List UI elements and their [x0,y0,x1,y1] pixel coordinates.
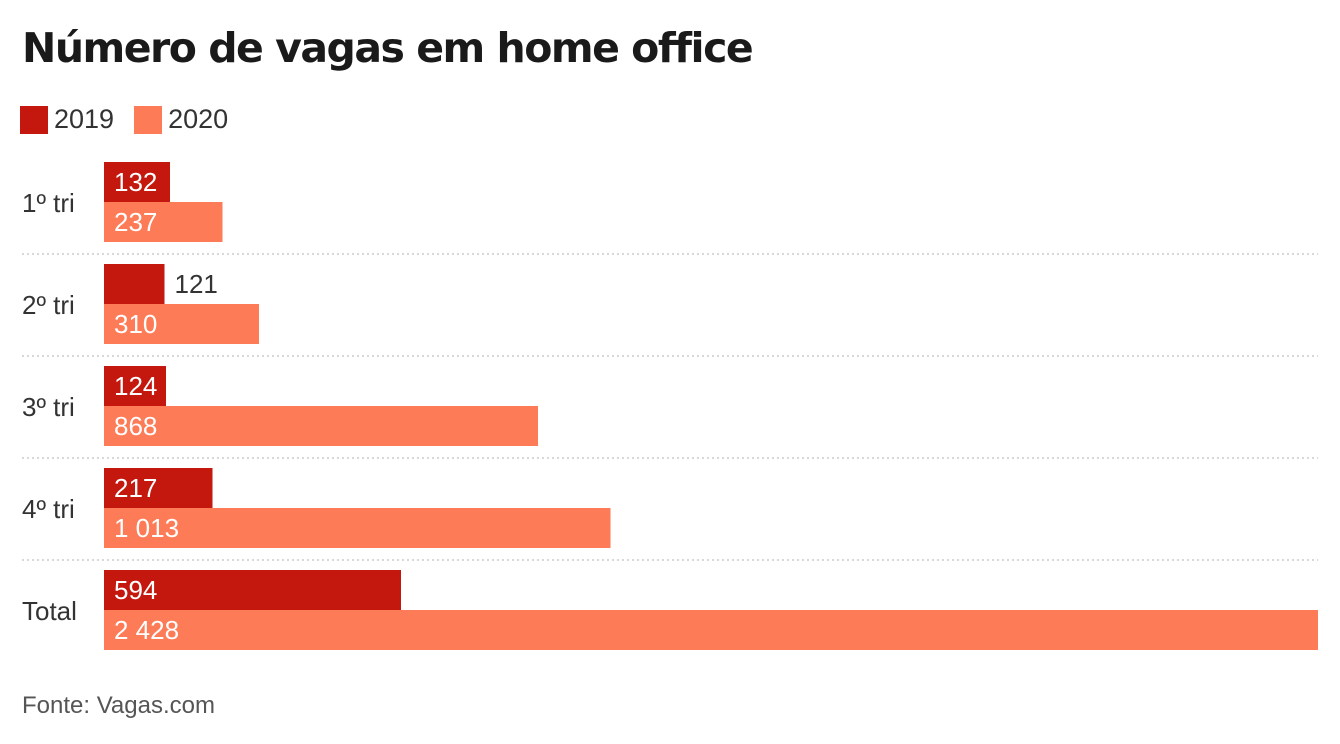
chart-title: Número de vagas em home office [22,24,754,72]
legend-label-2019: 2019 [54,104,115,134]
bar-2019-3-tri [104,366,166,406]
bar-2020-2-tri [104,304,259,344]
legend-swatch-2019 [20,105,48,134]
category-label-1-tri: 1º tri [22,188,75,218]
bar-2019-2-tri [104,264,165,304]
data-label-2020-1-tri: 237 [114,207,157,237]
legend-swatch-2020 [134,105,163,134]
bar-2019-4-tri [104,468,213,508]
source-note: Fonte: Vagas.com [22,692,215,719]
bar-2019-total [104,570,401,610]
category-label-4-tri: 4º tri [22,494,75,524]
category-label-3-tri: 3º tri [22,392,75,422]
bar-2020-4-tri [104,508,611,548]
data-label-2019-1-tri: 132 [114,167,157,197]
chart-legend: 2019 2020 [20,104,248,135]
data-label-2020-4-tri: 1 013 [114,513,179,543]
data-label-2019-2-tri: 121 [175,269,218,299]
data-label-2020-total: 2 428 [114,615,179,645]
data-label-2019-4-tri: 217 [114,473,157,503]
legend-item-2020: 2020 [134,104,228,135]
data-label-2020-3-tri: 868 [114,411,157,441]
bar-2020-1-tri [104,202,223,242]
legend-item-2019: 2019 [20,104,114,135]
category-label-2-tri: 2º tri [22,290,75,320]
bar-chart: 1º tri 132 237 2º tri 121 310 3º tri 124 868 4º t… [22,162,1318,650]
data-label-2020-2-tri: 310 [114,309,157,339]
data-label-2019-3-tri: 124 [114,371,157,401]
bar-2019-1-tri [104,162,170,202]
bar-2020-3-tri [104,406,538,446]
data-label-2019-total: 594 [114,575,157,605]
legend-label-2020: 2020 [168,104,229,134]
category-label-total: Total [22,596,77,626]
bar-2020-total [104,610,1318,650]
